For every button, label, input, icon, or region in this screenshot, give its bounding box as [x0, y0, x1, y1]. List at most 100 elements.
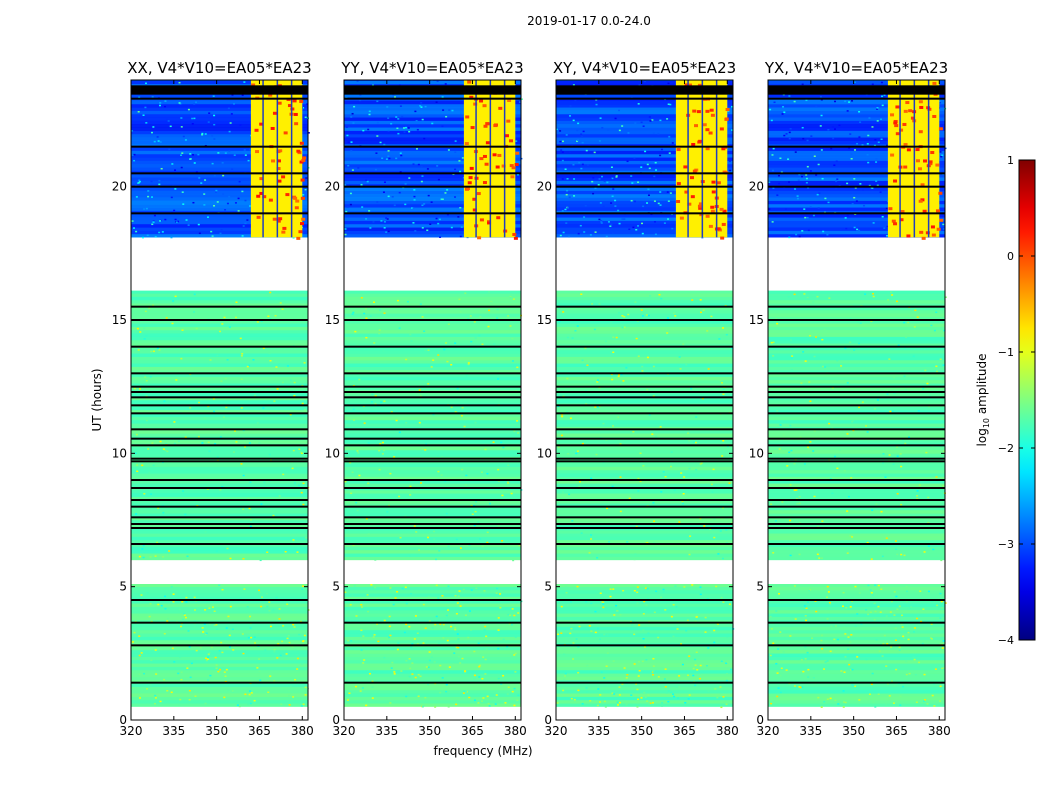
heatmap-pixel: [371, 697, 374, 699]
heatmap-row: [131, 510, 308, 514]
heatmap-row: [556, 197, 733, 201]
heatmap-pixel: [249, 205, 252, 207]
heatmap-pixel: [192, 201, 195, 204]
heatmap-row: [556, 217, 733, 221]
heatmap-pixel: [374, 395, 377, 397]
heatmap-row: [768, 180, 945, 185]
heatmap-row: [556, 336, 733, 341]
heatmap-pixel: [556, 128, 559, 131]
heatmap-pixel: [150, 493, 153, 495]
heatmap-pixel: [626, 160, 629, 163]
heatmap-pixel: [362, 129, 365, 132]
flagged-row: [556, 527, 733, 529]
heatmap-pixel: [403, 131, 406, 133]
flagged-row: [768, 319, 945, 321]
heatmap-row: [131, 313, 308, 317]
heatmap-pixel: [242, 474, 245, 477]
heatmap-pixel: [560, 605, 563, 608]
heatmap-pixel: [381, 441, 384, 444]
heatmap-pixel: [376, 100, 379, 103]
heatmap-pixel: [142, 556, 145, 559]
heatmap-pixel: [142, 544, 145, 547]
heatmap-pixel: [463, 425, 466, 428]
heatmap-pixel: [647, 194, 650, 197]
figure-title: 2019-01-17 0.0-24.0: [527, 14, 651, 28]
heatmap-pixel: [826, 596, 829, 599]
heatmap-pixel: [372, 636, 375, 638]
heatmap-row: [131, 147, 308, 151]
heatmap-pixel: [819, 125, 822, 127]
flagged-row: [131, 212, 308, 215]
heatmap-pixel: [841, 605, 844, 607]
heatmap-pixel: [135, 433, 138, 436]
heatmap-pixel: [633, 663, 636, 665]
heatmap-pixel: [389, 634, 392, 637]
heatmap-pixel: [635, 683, 638, 685]
heatmap-row: [768, 683, 945, 687]
heatmap-row: [556, 540, 733, 544]
heatmap-pixel: [402, 298, 405, 300]
heatmap-pixel: [846, 182, 849, 185]
heatmap-row: [768, 693, 945, 697]
heatmap-pixel: [300, 680, 303, 682]
colorbar-label: log10 amplitude: [975, 354, 991, 447]
heatmap-pixel: [180, 625, 183, 628]
heatmap-pixel: [639, 452, 642, 455]
heatmap-row: [131, 200, 308, 205]
heatmap-pixel: [847, 495, 850, 498]
rfi-pixel: [935, 163, 940, 167]
heatmap-pixel: [191, 123, 194, 125]
heatmap-pixel: [672, 635, 675, 638]
heatmap-pixel: [379, 141, 382, 144]
heatmap-pixel: [292, 449, 295, 452]
heatmap-pixel: [446, 189, 449, 191]
heatmap-pixel: [795, 489, 798, 491]
heatmap-pixel: [576, 140, 579, 143]
heatmap-pixel: [805, 607, 808, 609]
heatmap-row: [344, 104, 521, 108]
heatmap-pixel: [487, 325, 490, 328]
heatmap-pixel: [866, 541, 869, 544]
heatmap-pixel: [465, 374, 468, 377]
heatmap-pixel: [616, 610, 619, 612]
heatmap-pixel: [456, 602, 459, 604]
heatmap-pixel: [133, 631, 136, 634]
heatmap-pixel: [837, 703, 840, 705]
heatmap-pixel: [246, 606, 249, 608]
heatmap-pixel: [720, 382, 723, 384]
heatmap-pixel: [164, 595, 167, 598]
heatmap-pixel: [653, 671, 656, 673]
heatmap-pixel: [269, 625, 272, 628]
heatmap-pixel: [459, 605, 462, 607]
heatmap-pixel: [202, 631, 205, 633]
heatmap-pixel: [776, 322, 779, 325]
heatmap-pixel: [625, 367, 628, 369]
heatmap-pixel: [417, 673, 420, 676]
heatmap-row: [768, 326, 945, 331]
heatmap-row: [131, 483, 308, 487]
heatmap-row: [131, 373, 308, 377]
heatmap-pixel: [379, 443, 382, 445]
rfi-pixel: [893, 121, 898, 125]
heatmap-pixel: [220, 228, 223, 231]
heatmap-pixel: [925, 451, 928, 454]
heatmap-pixel: [782, 651, 785, 653]
heatmap-pixel: [156, 347, 159, 349]
heatmap-pixel: [787, 158, 790, 160]
heatmap-row: [131, 543, 308, 547]
heatmap-row: [131, 130, 308, 135]
heatmap-pixel: [268, 610, 271, 612]
heatmap-pixel: [368, 113, 371, 116]
heatmap-pixel: [634, 301, 637, 303]
heatmap-pixel: [671, 227, 674, 230]
heatmap-row: [344, 350, 521, 354]
heatmap-pixel: [719, 530, 722, 532]
heatmap-pixel: [724, 694, 727, 697]
heatmap-pixel: [933, 329, 936, 332]
heatmap-pixel: [402, 127, 405, 129]
heatmap-pixel: [868, 117, 871, 119]
heatmap-row: [131, 693, 308, 697]
heatmap-pixel: [603, 700, 606, 703]
heatmap-pixel: [414, 230, 417, 232]
heatmap-pixel: [213, 114, 216, 117]
